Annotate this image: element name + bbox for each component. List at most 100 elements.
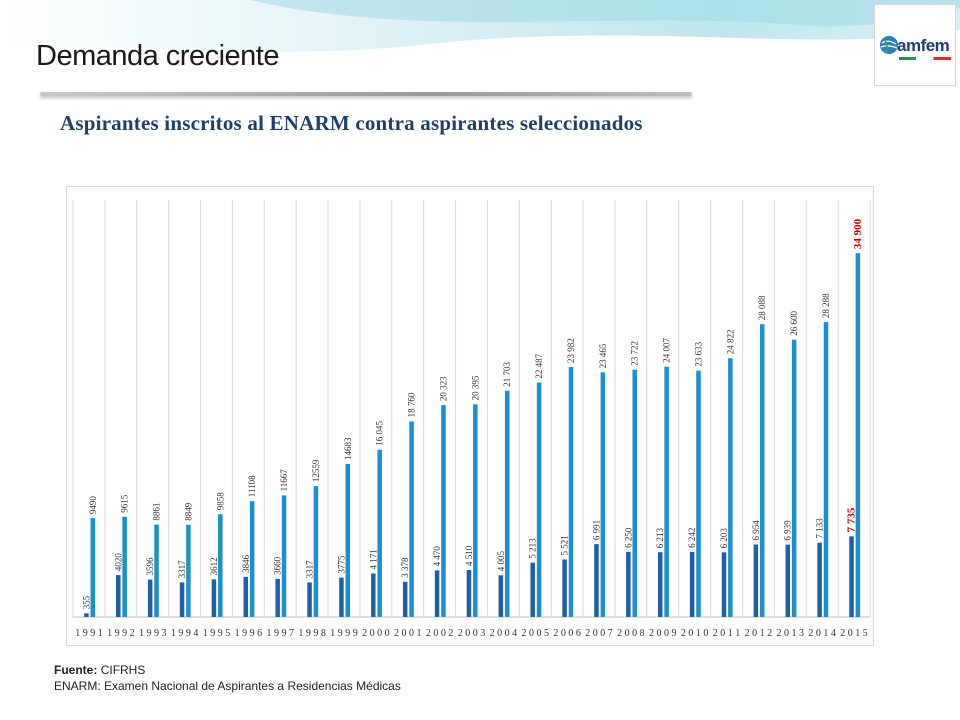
x-tick-label: 1 9 9 5 [203, 628, 231, 639]
data-label: 6 939 [783, 520, 793, 541]
source-label: Fuente: [54, 663, 98, 677]
data-label: 3846 [241, 554, 251, 573]
x-tick-label: 2 0 0 1 [394, 628, 422, 639]
bar-seleccionados [626, 551, 631, 617]
data-label: 355 [81, 595, 91, 609]
bar-inscritos [504, 390, 510, 617]
bar-seleccionados [594, 544, 599, 617]
amfem-logo: amfem [874, 4, 956, 86]
bar-chart: 355 9490 1 9 9 1 4020 9615 1 9 9 2 3596 8861 1 9… [72, 200, 871, 639]
logo-text: amfem [897, 36, 950, 55]
data-label: 11667 [279, 469, 289, 492]
data-label: 12559 [311, 459, 321, 482]
x-tick-label: 2 0 0 5 [522, 628, 550, 639]
data-label: 22 487 [534, 353, 544, 378]
bar-inscritos [855, 253, 861, 617]
bar-seleccionados [402, 581, 408, 617]
data-label: 9858 [215, 492, 225, 511]
data-label: 6 203 [719, 528, 729, 549]
slide-title: Demanda creciente [36, 40, 279, 72]
bar-inscritos [377, 449, 382, 617]
x-tick-label: 1 9 9 2 [107, 628, 135, 639]
data-label: 4 470 [432, 546, 442, 567]
bar-seleccionados [721, 552, 727, 617]
globe-icon [880, 36, 898, 54]
x-tick-label: 2 0 0 6 [553, 628, 581, 639]
data-label: 34 900 [852, 218, 864, 249]
data-label: 20 395 [470, 375, 480, 400]
x-tick-label: 2 0 1 3 [777, 628, 805, 639]
data-label: 7 133 [815, 518, 825, 539]
data-label: 16 045 [375, 420, 385, 445]
bar-seleccionados [562, 559, 567, 617]
data-label: 5 213 [528, 538, 538, 559]
bar-seleccionados [179, 582, 185, 617]
bar-seleccionados [211, 579, 217, 617]
bar-inscritos [441, 405, 446, 617]
data-label: 28 288 [821, 293, 831, 318]
x-tick-label: 2 0 0 8 [617, 628, 645, 639]
bar-seleccionados [116, 575, 121, 617]
data-label: 4 171 [368, 549, 378, 569]
data-label: 23 722 [630, 341, 640, 366]
x-tick-label: 2 0 0 4 [490, 628, 518, 639]
title-underline [40, 92, 692, 96]
x-tick-label: 1 9 9 1 [75, 628, 103, 639]
x-tick-label: 2 0 1 4 [808, 628, 836, 639]
source-footnote: ENARM: Examen Nacional de Aspirantes a R… [54, 679, 401, 693]
bar-seleccionados [785, 544, 790, 617]
data-label: 3596 [145, 557, 155, 576]
bar-inscritos [632, 369, 637, 617]
data-label: 26 600 [789, 310, 799, 335]
data-label: 24 007 [662, 337, 672, 362]
x-tick-label: 2 0 1 5 [840, 628, 868, 639]
x-tick-label: 2 0 0 2 [426, 628, 454, 639]
data-label: 3317 [177, 560, 187, 579]
data-label: 4020 [113, 553, 123, 572]
bar-inscritos [473, 404, 478, 617]
data-label: 28 088 [757, 295, 767, 320]
source-value: CIFRHS [100, 663, 146, 677]
bar-seleccionados [689, 551, 695, 617]
x-tick-label: 2 0 1 0 [681, 628, 709, 639]
data-label: 24 822 [725, 329, 735, 354]
bar-seleccionados [147, 579, 153, 617]
bar-seleccionados [498, 575, 504, 617]
bar-inscritos [186, 524, 191, 617]
bar-inscritos [345, 463, 351, 617]
bar-seleccionados [275, 578, 280, 617]
bar-inscritos [122, 516, 127, 617]
x-tick-label: 1 9 9 4 [171, 628, 199, 639]
data-label: 11108 [247, 475, 257, 497]
bar-inscritos [664, 366, 669, 617]
x-tick-label: 1 9 9 7 [266, 628, 294, 639]
data-label: 4 005 [496, 550, 506, 571]
x-tick-label: 2 0 0 7 [585, 628, 613, 639]
logo-flag-stripes [899, 57, 951, 60]
bar-seleccionados [849, 536, 854, 617]
bar-seleccionados [84, 613, 89, 617]
bar-seleccionados [530, 562, 535, 617]
data-label: 3775 [336, 555, 346, 574]
data-label: 23 465 [598, 343, 608, 368]
bar-inscritos [249, 501, 255, 617]
bar-inscritos [823, 322, 829, 617]
data-label: 7 735 [846, 507, 858, 532]
bar-inscritos [759, 324, 765, 617]
bar-inscritos [568, 366, 574, 617]
x-tick-label: 2 0 0 3 [458, 628, 486, 639]
data-label: 3317 [305, 560, 315, 579]
bar-inscritos [409, 421, 414, 617]
chart-title: Aspirantes inscritos al ENARM contra asp… [60, 111, 643, 135]
data-label: 3660 [273, 556, 283, 575]
x-tick-label: 2 0 0 9 [649, 628, 677, 639]
data-label: 23 633 [693, 341, 703, 366]
bar-inscritos [90, 518, 96, 617]
bar-inscritos [791, 339, 797, 617]
x-tick-label: 1 9 9 6 [235, 628, 263, 639]
header-wave-decoration [0, 0, 960, 52]
bar-inscritos [600, 372, 606, 617]
data-label: 23 982 [566, 338, 576, 363]
x-tick-label: 1 9 9 3 [139, 628, 167, 639]
source-note: Fuente: CIFRHS ENARM: Examen Nacional de… [54, 662, 401, 694]
